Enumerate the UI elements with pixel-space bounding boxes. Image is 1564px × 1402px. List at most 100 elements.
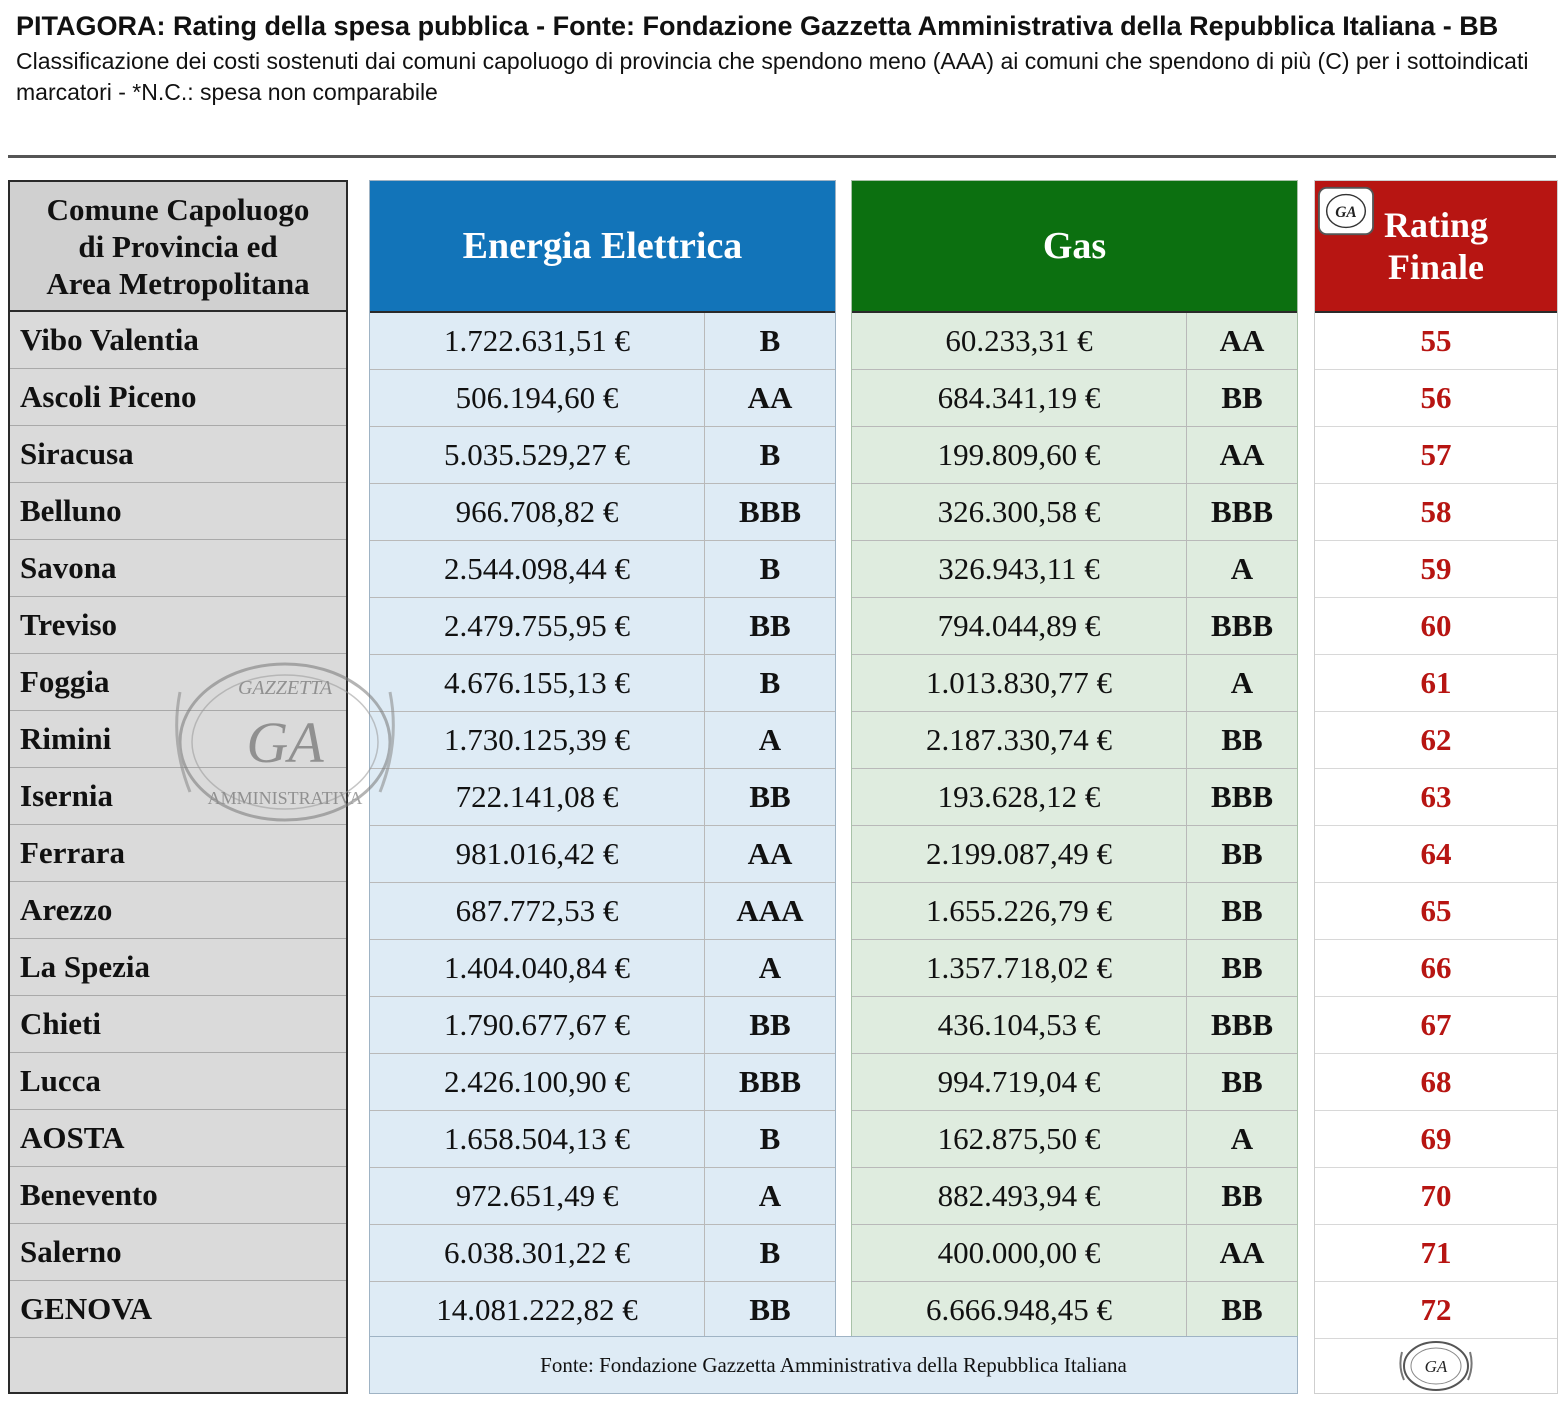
- document-title: PITAGORA: Rating della spesa pubblica - …: [16, 11, 1499, 41]
- table-row-gas: 60.233,31 € AA: [852, 313, 1297, 370]
- comune-cell: La Spezia: [10, 939, 346, 996]
- comune-cell: Arezzo: [10, 882, 346, 939]
- table-row-gas: 794.044,89 € BBB: [852, 598, 1297, 655]
- energia-rating-cell: B: [759, 1235, 781, 1270]
- comune-cell: Salerno: [10, 1224, 346, 1281]
- column-gas: Gas 60.233,31 € AA 684.341,19 € BB 199.809,6…: [851, 180, 1298, 1394]
- comune-cell: Chieti: [10, 996, 346, 1053]
- rating-finale-cell: 63: [1315, 769, 1557, 826]
- comune-cell: Vibo Valentia: [10, 312, 346, 369]
- gas-value-cell: 1.357.718,02 €: [852, 940, 1187, 996]
- energia-value-cell: 5.035.529,27 €: [370, 427, 705, 483]
- comune-cell: Benevento: [10, 1167, 346, 1224]
- comune-cell: Ferrara: [10, 825, 346, 882]
- table-row-gas: 994.719,04 € BB: [852, 1054, 1297, 1111]
- gas-value-cell: 684.341,19 €: [852, 370, 1187, 426]
- gas-value-cell: 1.013.830,77 €: [852, 655, 1187, 711]
- column-rating: GA Rating Finale 55 56 57 58 59 60 61 62 63 64 65 6…: [1314, 180, 1558, 1394]
- comune-cell: Isernia: [10, 768, 346, 825]
- energia-value-cell: 972.651,49 €: [370, 1168, 705, 1224]
- gas-value-cell: 2.187.330,74 €: [852, 712, 1187, 768]
- table-row-gas: 684.341,19 € BB: [852, 370, 1297, 427]
- gas-value-cell: 326.300,58 €: [852, 484, 1187, 540]
- comune-cell: GENOVA: [10, 1281, 346, 1338]
- gas-rating-cell: BB: [1221, 1178, 1263, 1213]
- gazzetta-watermark-icon: GAZZETTA GA AMMINISTRATIVA: [175, 662, 395, 822]
- rating-finale-cell: 66: [1315, 940, 1557, 997]
- energia-value-cell: 14.081.222,82 €: [370, 1282, 705, 1338]
- rating-finale-cell: 70: [1315, 1168, 1557, 1225]
- energia-rating-cell: A: [758, 722, 782, 757]
- comune-cell: Savona: [10, 540, 346, 597]
- gas-rating-cell: A: [1230, 551, 1254, 586]
- gas-rating-cell: A: [1230, 1121, 1254, 1156]
- energia-rating-cell: BB: [749, 1292, 791, 1327]
- table-row-energia: 1.658.504,13 € B: [370, 1111, 835, 1168]
- header-comune-line2: di Provincia ed: [78, 228, 278, 264]
- energia-list: 1.722.631,51 € B 506.194,60 € AA 5.035.529,2…: [370, 313, 835, 1339]
- energia-rating-cell: B: [759, 437, 781, 472]
- gas-value-cell: 162.875,50 €: [852, 1111, 1187, 1167]
- energia-rating-cell: AA: [747, 836, 793, 871]
- svg-text:GA: GA: [1425, 1357, 1448, 1376]
- gas-rating-cell: BBB: [1210, 494, 1274, 529]
- table-row-energia: 687.772,53 € AAA: [370, 883, 835, 940]
- footer-source: Fonte: Fondazione Gazzetta Amministrativ…: [369, 1336, 1298, 1394]
- rating-finale-cell: 65: [1315, 883, 1557, 940]
- gas-rating-cell: AA: [1219, 1235, 1265, 1270]
- header-rating-line2: Finale: [1387, 247, 1484, 287]
- table-row-gas: 326.943,11 € A: [852, 541, 1297, 598]
- footer-seal-icon: GA: [1399, 1341, 1473, 1391]
- table-row-energia: 5.035.529,27 € B: [370, 427, 835, 484]
- table-row-energia: 1.730.125,39 € A: [370, 712, 835, 769]
- energia-value-cell: 981.016,42 €: [370, 826, 705, 882]
- gas-rating-cell: BB: [1221, 950, 1263, 985]
- gas-rating-cell: BB: [1221, 722, 1263, 757]
- gas-value-cell: 882.493,94 €: [852, 1168, 1187, 1224]
- energia-value-cell: 1.404.040,84 €: [370, 940, 705, 996]
- header-rating-line1: Rating: [1383, 205, 1488, 245]
- table-row-gas: 436.104,53 € BBB: [852, 997, 1297, 1054]
- gas-rating-cell: BB: [1221, 380, 1263, 415]
- comune-cell: Lucca: [10, 1053, 346, 1110]
- table-row-gas: 1.655.226,79 € BB: [852, 883, 1297, 940]
- table-row-energia: 6.038.301,22 € B: [370, 1225, 835, 1282]
- table-row-gas: 2.187.330,74 € BB: [852, 712, 1297, 769]
- gas-value-cell: 326.943,11 €: [852, 541, 1187, 597]
- energia-value-cell: 1.790.677,67 €: [370, 997, 705, 1053]
- svg-text:GA: GA: [1335, 204, 1356, 221]
- table-row-gas: 162.875,50 € A: [852, 1111, 1297, 1168]
- header-comune: Comune Capoluogo di Provincia ed Area Me…: [10, 182, 346, 312]
- gas-rating-cell: BBB: [1210, 1007, 1274, 1042]
- comune-cell: Ascoli Piceno: [10, 369, 346, 426]
- energia-value-cell: 2.544.098,44 €: [370, 541, 705, 597]
- energia-value-cell: 2.479.755,95 €: [370, 598, 705, 654]
- table-row-gas: 882.493,94 € BB: [852, 1168, 1297, 1225]
- rating-finale-cell: 64: [1315, 826, 1557, 883]
- gas-value-cell: 6.666.948,45 €: [852, 1282, 1187, 1338]
- energia-value-cell: 966.708,82 €: [370, 484, 705, 540]
- energia-rating-cell: B: [759, 1121, 781, 1156]
- rating-finale-cell: 60: [1315, 598, 1557, 655]
- rating-finale-cell: 56: [1315, 370, 1557, 427]
- gas-list: 60.233,31 € AA 684.341,19 € BB 199.809,60 € A…: [852, 313, 1297, 1339]
- energia-value-cell: 1.722.631,51 €: [370, 313, 705, 369]
- gas-rating-cell: BBB: [1210, 608, 1274, 643]
- table-row-energia: 2.426.100,90 € BBB: [370, 1054, 835, 1111]
- seal-logo-icon: GA: [1317, 186, 1375, 236]
- energia-value-cell: 4.676.155,13 €: [370, 655, 705, 711]
- table-row-energia: 722.141,08 € BB: [370, 769, 835, 826]
- table-row-energia: 4.676.155,13 € B: [370, 655, 835, 712]
- header-rating: GA Rating Finale: [1315, 181, 1557, 313]
- gas-rating-cell: BBB: [1210, 779, 1274, 814]
- energia-value-cell: 1.730.125,39 €: [370, 712, 705, 768]
- comune-list: Vibo Valentia Ascoli Piceno Siracusa Bellun…: [10, 312, 346, 1338]
- energia-value-cell: 6.038.301,22 €: [370, 1225, 705, 1281]
- table-row-energia: 14.081.222,82 € BB: [370, 1282, 835, 1339]
- comune-cell: AOSTA: [10, 1110, 346, 1167]
- watermark-text-bottom: AMMINISTRATIVA: [208, 788, 363, 808]
- gas-rating-cell: BB: [1221, 836, 1263, 871]
- table-row-gas: 193.628,12 € BBB: [852, 769, 1297, 826]
- energia-rating-cell: BB: [749, 608, 791, 643]
- energia-value-cell: 2.426.100,90 €: [370, 1054, 705, 1110]
